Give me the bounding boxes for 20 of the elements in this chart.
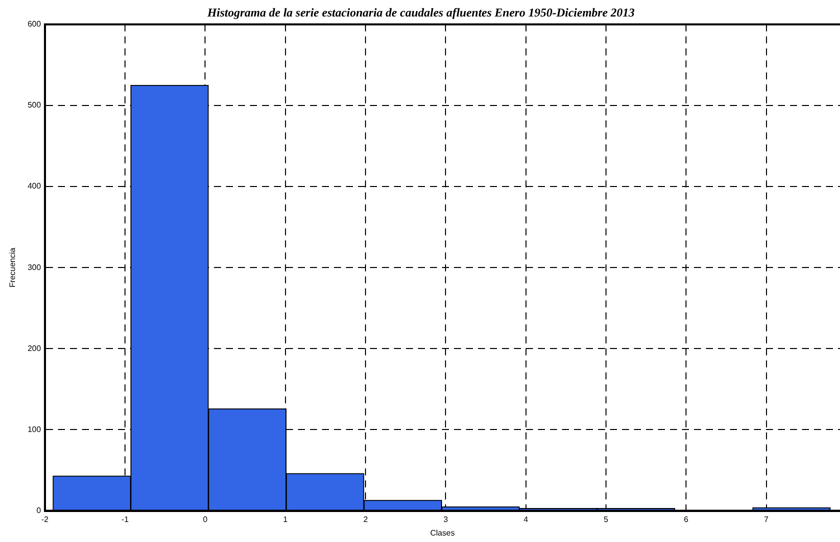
x-tick-label: 2	[363, 514, 368, 524]
x-tick-label: 1	[283, 514, 288, 524]
y-tick-label: 500	[28, 100, 42, 110]
y-tick-label: 0	[36, 506, 42, 516]
x-tick-label: 6	[684, 514, 689, 524]
y-tick-label: 100	[28, 424, 42, 434]
x-tick-label: 0	[203, 514, 208, 524]
x-axis-title: Clases	[430, 528, 455, 538]
x-tick-label: 7	[764, 514, 770, 524]
chart-title: Histograma de la serie estacionaria de caudales afluentes Enero 1950-Diciembre 2013	[206, 5, 635, 20]
y-tick-label: 200	[28, 344, 42, 353]
y-tick-label: 300	[28, 262, 42, 272]
x-tick-label: -2	[41, 514, 50, 524]
x-tick-label: -1	[122, 514, 130, 524]
x-tick-label: 5	[604, 514, 609, 524]
y-tick-label: 600	[28, 20, 42, 29]
x-tick-label: 3	[443, 514, 448, 524]
y-axis-title: Frecuencia	[8, 247, 18, 288]
x-tick-label: 4	[524, 514, 529, 524]
y-tick-label: 400	[28, 182, 42, 191]
